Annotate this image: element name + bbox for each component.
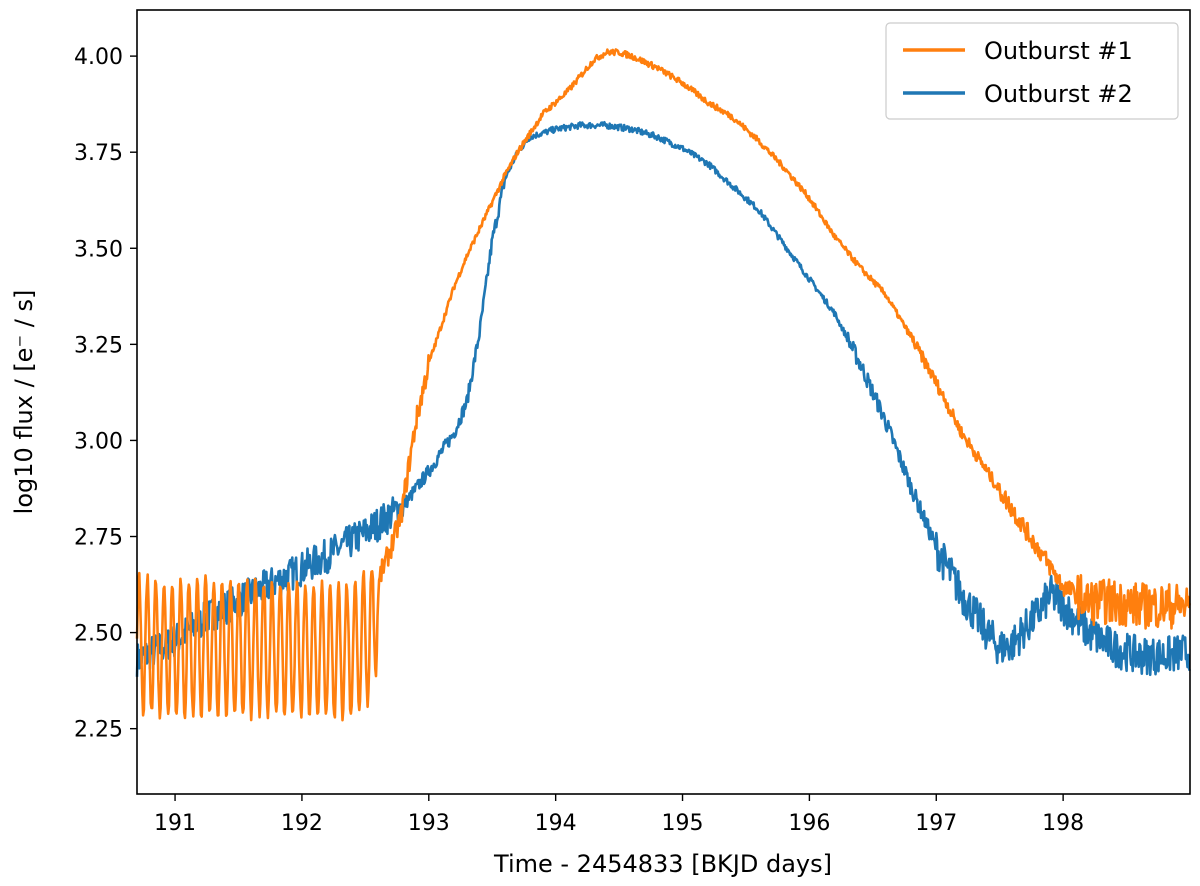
legend-label-outburst-1: Outburst #1 <box>984 37 1133 65</box>
series-layer <box>135 48 1191 722</box>
x-tick-label: 198 <box>1042 811 1084 836</box>
ticks-layer: 191 192 193 194 195 196 197 198 2.25 2.50 2.75 3.00… <box>74 45 1084 836</box>
plot-frame <box>136 9 1191 795</box>
y-tick-label: 3.50 <box>74 237 123 262</box>
x-tick-label: 195 <box>662 811 704 836</box>
y-tick-label: 2.75 <box>74 526 123 551</box>
legend-label-outburst-2: Outburst #2 <box>984 80 1133 108</box>
x-tick-label: 191 <box>154 811 196 836</box>
legend: Outburst #1 Outburst #2 <box>885 22 1179 120</box>
y-tick-label: 3.75 <box>74 141 123 166</box>
series-line-outburst-2 <box>135 121 1191 677</box>
y-tick-label: 2.50 <box>74 622 123 647</box>
y-tick-label: 2.25 <box>74 718 123 743</box>
x-tick-label: 194 <box>535 811 577 836</box>
legend-frame <box>885 22 1179 120</box>
x-axis-label: Time - 2454833 [BKJD days] <box>493 850 832 878</box>
x-tick-label: 197 <box>915 811 957 836</box>
y-axis-label: log10 flux / [e⁻ / s] <box>10 290 38 515</box>
x-tick-label: 193 <box>408 811 450 836</box>
series-line-outburst-1 <box>135 48 1191 722</box>
y-tick-label: 4.00 <box>74 45 123 70</box>
x-tick-label: 192 <box>281 811 323 836</box>
y-tick-label: 3.00 <box>74 429 123 454</box>
x-tick-label: 196 <box>788 811 830 836</box>
y-tick-label: 3.25 <box>74 333 123 358</box>
